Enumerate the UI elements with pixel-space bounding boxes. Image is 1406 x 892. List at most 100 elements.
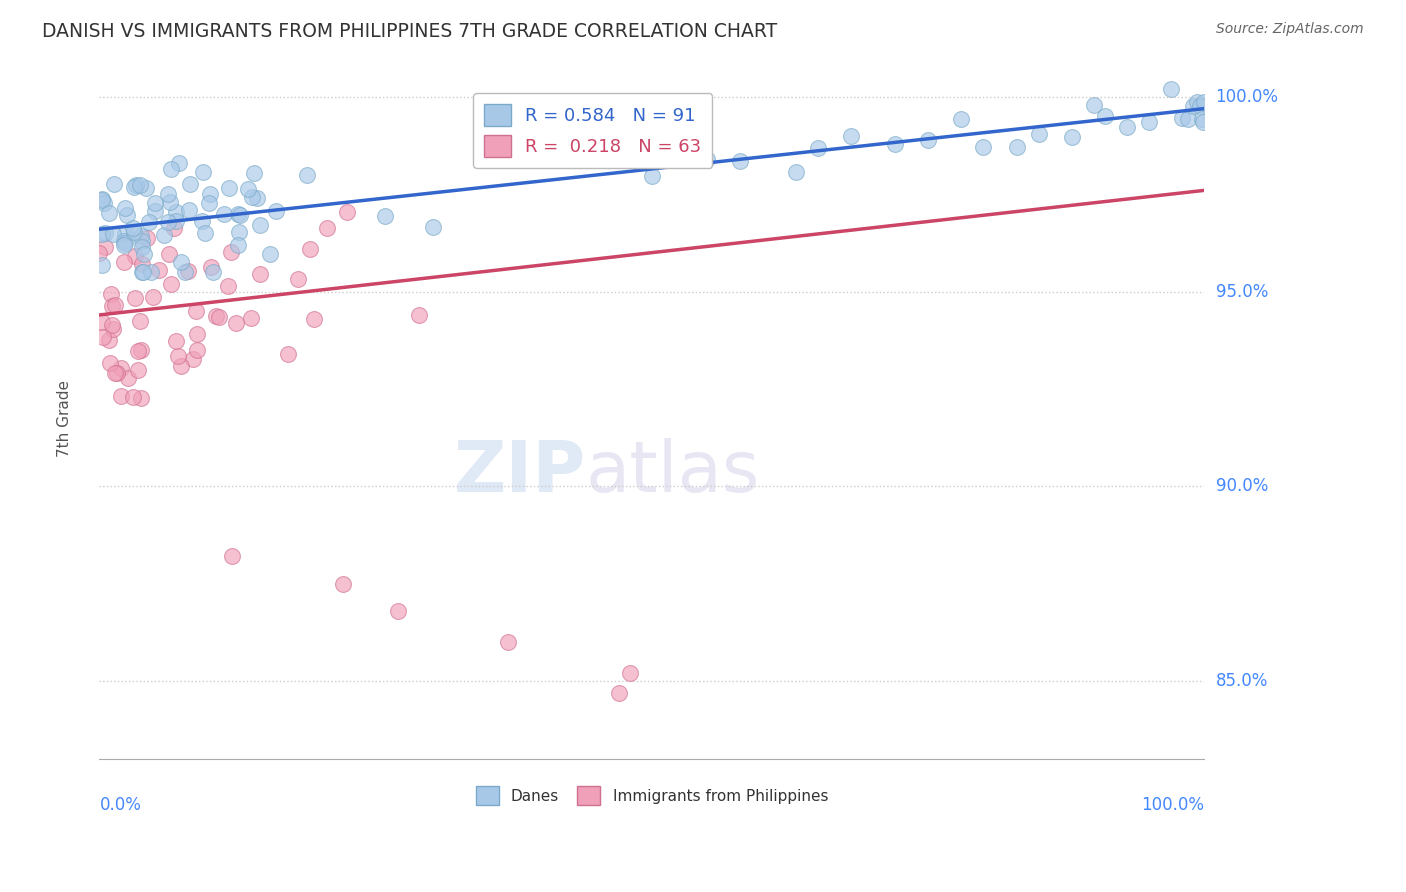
- Point: [641, 169, 664, 183]
- Point: [112, 234, 135, 248]
- Point: [101, 299, 124, 313]
- Point: [128, 314, 150, 328]
- Point: [122, 390, 145, 404]
- Point: [157, 247, 180, 261]
- Point: [101, 321, 124, 335]
- Point: [124, 178, 146, 193]
- Point: [179, 177, 201, 191]
- Point: [170, 255, 193, 269]
- Point: [159, 162, 181, 177]
- Point: [177, 264, 200, 278]
- Point: [170, 359, 193, 374]
- Point: [302, 312, 325, 326]
- Point: [93, 196, 115, 211]
- Text: atlas: atlas: [586, 438, 761, 508]
- Point: [236, 182, 259, 196]
- Point: [730, 154, 752, 169]
- Point: [122, 179, 145, 194]
- Text: DANISH VS IMMIGRANTS FROM PHILIPPINES 7TH GRADE CORRELATION CHART: DANISH VS IMMIGRANTS FROM PHILIPPINES 7T…: [42, 22, 778, 41]
- Point: [226, 206, 249, 220]
- Point: [422, 220, 444, 235]
- Point: [229, 207, 252, 221]
- Point: [297, 168, 319, 182]
- Point: [1005, 139, 1028, 153]
- Point: [193, 227, 215, 241]
- Point: [136, 231, 159, 245]
- Point: [277, 347, 299, 361]
- Point: [259, 247, 281, 261]
- Point: [138, 215, 160, 229]
- Point: [114, 235, 136, 250]
- Point: [208, 310, 231, 324]
- Point: [124, 249, 146, 263]
- Point: [131, 240, 153, 254]
- Point: [228, 226, 250, 240]
- Point: [332, 576, 354, 591]
- Point: [100, 287, 122, 301]
- Point: [186, 343, 208, 358]
- Point: [152, 228, 174, 243]
- Text: 85.0%: 85.0%: [1216, 672, 1268, 690]
- Point: [124, 292, 146, 306]
- Point: [884, 137, 907, 152]
- Point: [1137, 115, 1160, 129]
- Point: [181, 352, 204, 367]
- Point: [165, 334, 187, 349]
- Point: [160, 277, 183, 291]
- Point: [122, 221, 145, 235]
- Point: [129, 343, 152, 358]
- Point: [131, 265, 153, 279]
- Point: [110, 360, 132, 375]
- Point: [112, 238, 135, 252]
- Text: 100.0%: 100.0%: [1216, 88, 1278, 106]
- Point: [696, 152, 718, 166]
- Point: [266, 203, 288, 218]
- Point: [1177, 112, 1199, 127]
- Point: [104, 366, 127, 380]
- Point: [298, 242, 321, 256]
- Point: [243, 166, 266, 180]
- Point: [94, 239, 117, 253]
- Point: [1083, 98, 1105, 112]
- Point: [607, 685, 630, 699]
- Point: [191, 165, 214, 179]
- Point: [373, 209, 395, 223]
- Point: [134, 247, 156, 261]
- Point: [619, 666, 641, 681]
- Point: [142, 290, 165, 304]
- Text: 0.0%: 0.0%: [100, 797, 141, 814]
- Point: [387, 604, 409, 618]
- Point: [177, 202, 200, 217]
- Point: [112, 255, 135, 269]
- Point: [496, 635, 519, 649]
- Point: [212, 207, 235, 221]
- Point: [159, 194, 181, 209]
- Point: [218, 180, 240, 194]
- Point: [129, 228, 152, 243]
- Point: [128, 178, 150, 192]
- Point: [246, 191, 269, 205]
- Point: [1188, 99, 1211, 113]
- Point: [408, 309, 430, 323]
- Text: 100.0%: 100.0%: [1142, 797, 1205, 814]
- Point: [89, 246, 111, 260]
- Point: [167, 349, 190, 363]
- Point: [156, 186, 179, 201]
- Point: [219, 245, 242, 260]
- Point: [135, 180, 157, 194]
- Point: [184, 303, 207, 318]
- Point: [1060, 130, 1083, 145]
- Point: [1160, 82, 1182, 96]
- Point: [91, 227, 114, 242]
- Point: [91, 330, 114, 344]
- Point: [191, 214, 214, 228]
- Point: [94, 226, 117, 240]
- Point: [110, 389, 132, 403]
- Point: [217, 279, 239, 293]
- Point: [100, 355, 122, 369]
- Point: [205, 310, 228, 324]
- Point: [1094, 109, 1116, 123]
- Point: [1116, 120, 1139, 135]
- Point: [101, 227, 124, 241]
- Point: [91, 259, 114, 273]
